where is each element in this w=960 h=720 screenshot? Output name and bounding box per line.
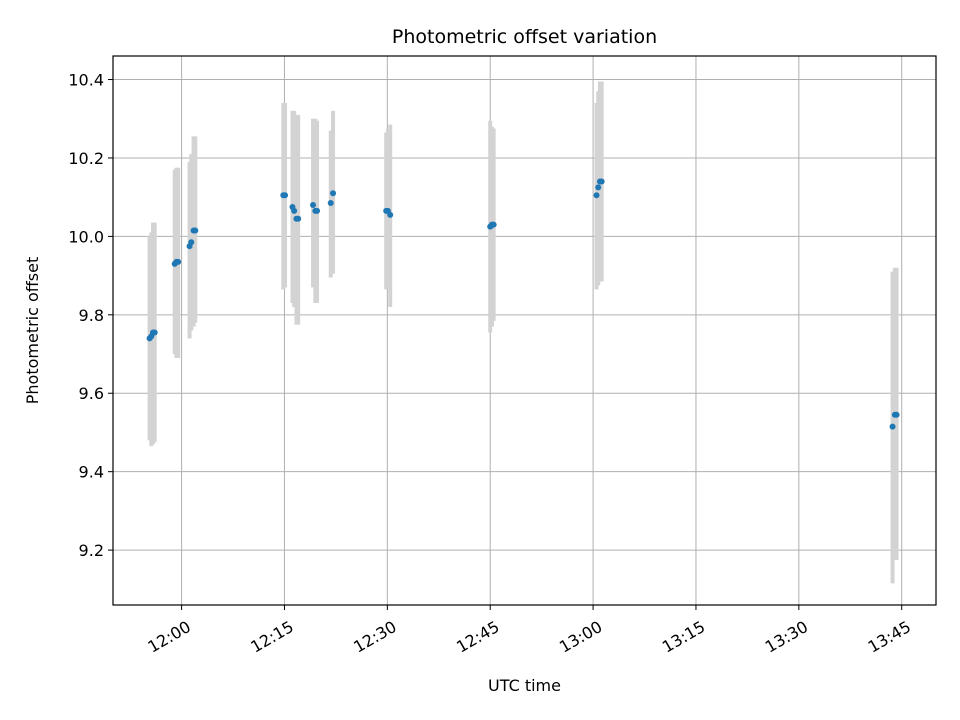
data-point (282, 192, 289, 199)
data-point (192, 227, 199, 234)
y-tick-label: 10.0 (68, 227, 104, 246)
data-point (893, 411, 900, 418)
y-tick-label: 9.8 (79, 306, 104, 325)
y-tick-label: 9.4 (79, 463, 104, 482)
data-point (151, 329, 158, 336)
data-point (595, 184, 602, 191)
y-axis-label: Photometric offset (23, 257, 42, 405)
data-point (175, 258, 182, 265)
data-point (330, 190, 337, 197)
y-tick-label: 10.2 (68, 149, 104, 168)
grid (113, 56, 936, 605)
chart-title: Photometric offset variation (392, 26, 657, 48)
data-points (146, 178, 900, 430)
data-point (188, 239, 195, 246)
data-point (327, 200, 334, 207)
data-point (593, 192, 600, 199)
data-point (310, 202, 317, 209)
x-axis-label: UTC time (488, 676, 561, 695)
data-point (295, 215, 302, 222)
data-point (598, 178, 605, 185)
y-tick-label: 9.2 (79, 541, 104, 560)
y-axis: 9.2 9.4 9.6 9.8 10.0 10.2 10.4 (68, 71, 113, 560)
data-point (889, 423, 896, 430)
data-point (387, 211, 394, 218)
data-point (314, 207, 321, 214)
y-tick-label: 10.4 (68, 71, 104, 90)
data-point (291, 207, 298, 214)
data-point (490, 221, 497, 228)
plot-frame (112, 55, 937, 606)
y-tick-label: 9.6 (79, 384, 104, 403)
